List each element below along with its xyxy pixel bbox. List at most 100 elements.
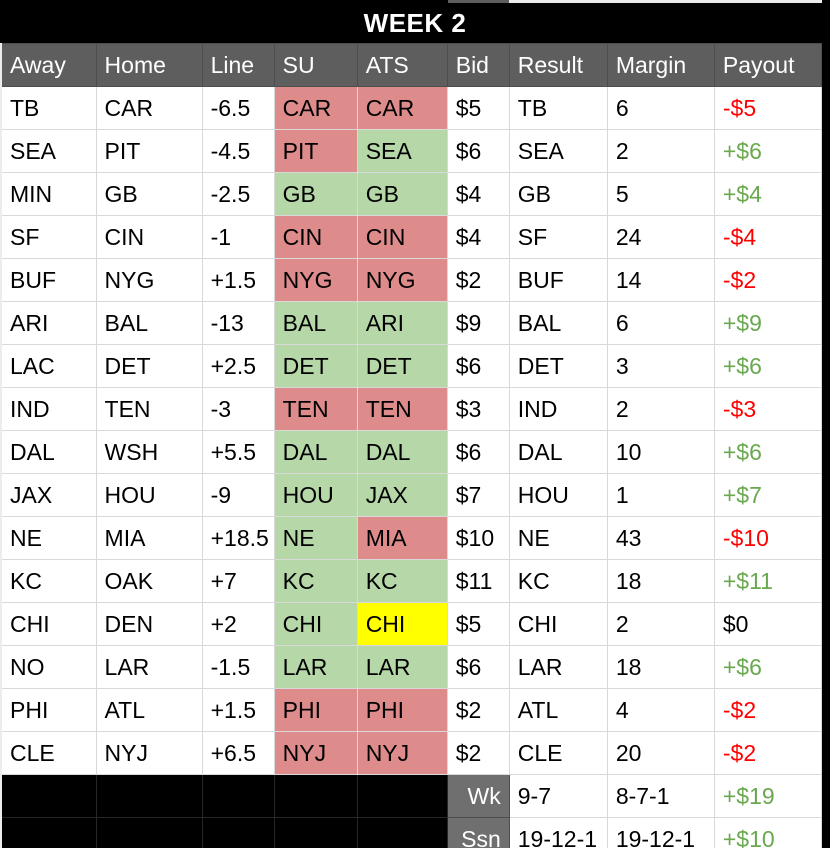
- col-header-bid[interactable]: Bid: [446, 43, 510, 87]
- cell-away[interactable]: TB: [0, 86, 97, 130]
- week-title-banner[interactable]: WEEK 2: [0, 3, 830, 43]
- cell-line[interactable]: -4.5: [201, 129, 275, 173]
- cell-summary-result[interactable]: 9-7: [508, 774, 608, 818]
- cell-line[interactable]: -1: [201, 215, 275, 259]
- cell-line[interactable]: +5.5: [201, 430, 275, 474]
- cell-payout[interactable]: -$2: [713, 688, 823, 732]
- cell-summary-margin[interactable]: 8-7-1: [606, 774, 715, 818]
- cell-su[interactable]: GB: [273, 172, 358, 216]
- cell-home[interactable]: NYG: [95, 258, 203, 302]
- cell-payout[interactable]: +$11: [713, 559, 823, 603]
- cell-payout[interactable]: -$4: [713, 215, 823, 259]
- cell-result[interactable]: NE: [508, 516, 608, 560]
- cell-result[interactable]: DET: [508, 344, 608, 388]
- cell-su[interactable]: DET: [273, 344, 358, 388]
- cell-payout[interactable]: $0: [713, 602, 823, 646]
- cell-margin[interactable]: 10: [606, 430, 715, 474]
- cell-su[interactable]: TEN: [273, 387, 358, 431]
- cell-bid[interactable]: $5: [446, 86, 510, 130]
- cell-away[interactable]: ARI: [0, 301, 97, 345]
- cell-bid[interactable]: $10: [446, 516, 510, 560]
- cell-bid[interactable]: $2: [446, 258, 510, 302]
- cell-bid[interactable]: $11: [446, 559, 510, 603]
- cell-su[interactable]: HOU: [273, 473, 358, 517]
- cell-away[interactable]: BUF: [0, 258, 97, 302]
- cell-ats[interactable]: DET: [356, 344, 448, 388]
- cell-ats[interactable]: CHI: [356, 602, 448, 646]
- cell-ats[interactable]: NYJ: [356, 731, 448, 775]
- cell-away[interactable]: JAX: [0, 473, 97, 517]
- cell-home[interactable]: CIN: [95, 215, 203, 259]
- cell-payout[interactable]: -$3: [713, 387, 823, 431]
- cell-home[interactable]: OAK: [95, 559, 203, 603]
- cell-result[interactable]: TB: [508, 86, 608, 130]
- cell-home[interactable]: PIT: [95, 129, 203, 173]
- cell-ats[interactable]: SEA: [356, 129, 448, 173]
- cell-margin[interactable]: 3: [606, 344, 715, 388]
- cell-bid[interactable]: $2: [446, 731, 510, 775]
- cell-line[interactable]: -2.5: [201, 172, 275, 216]
- cell-line[interactable]: -9: [201, 473, 275, 517]
- cell-bid[interactable]: $6: [446, 645, 510, 689]
- cell-away[interactable]: KC: [0, 559, 97, 603]
- cell-ats[interactable]: CAR: [356, 86, 448, 130]
- cell-result[interactable]: LAR: [508, 645, 608, 689]
- cell-result[interactable]: SEA: [508, 129, 608, 173]
- cell-bid[interactable]: $9: [446, 301, 510, 345]
- col-header-result[interactable]: Result: [508, 43, 608, 87]
- cell-away[interactable]: LAC: [0, 344, 97, 388]
- col-header-payout[interactable]: Payout: [713, 43, 823, 87]
- cell-payout[interactable]: +$9: [713, 301, 823, 345]
- cell-home[interactable]: NYJ: [95, 731, 203, 775]
- cell-home[interactable]: BAL: [95, 301, 203, 345]
- cell-su[interactable]: PIT: [273, 129, 358, 173]
- cell-line[interactable]: +1.5: [201, 258, 275, 302]
- cell-bid[interactable]: $3: [446, 387, 510, 431]
- cell-home[interactable]: DEN: [95, 602, 203, 646]
- cell-ats[interactable]: MIA: [356, 516, 448, 560]
- cell-result[interactable]: CHI: [508, 602, 608, 646]
- cell-bid[interactable]: $6: [446, 430, 510, 474]
- cell-home[interactable]: TEN: [95, 387, 203, 431]
- cell-margin[interactable]: 18: [606, 559, 715, 603]
- cell-home[interactable]: LAR: [95, 645, 203, 689]
- cell-away[interactable]: NE: [0, 516, 97, 560]
- cell-payout[interactable]: +$6: [713, 430, 823, 474]
- cell-bid[interactable]: $6: [446, 129, 510, 173]
- cell-away[interactable]: PHI: [0, 688, 97, 732]
- cell-summary-margin[interactable]: 19-12-1: [606, 817, 715, 848]
- cell-result[interactable]: IND: [508, 387, 608, 431]
- cell-payout[interactable]: -$2: [713, 731, 823, 775]
- cell-away[interactable]: CHI: [0, 602, 97, 646]
- cell-bid[interactable]: $5: [446, 602, 510, 646]
- cell-home[interactable]: DET: [95, 344, 203, 388]
- cell-su[interactable]: DAL: [273, 430, 358, 474]
- cell-result[interactable]: BAL: [508, 301, 608, 345]
- cell-away[interactable]: DAL: [0, 430, 97, 474]
- cell-line[interactable]: -3: [201, 387, 275, 431]
- cell-margin[interactable]: 2: [606, 602, 715, 646]
- cell-margin[interactable]: 6: [606, 86, 715, 130]
- cell-margin[interactable]: 6: [606, 301, 715, 345]
- cell-ats[interactable]: GB: [356, 172, 448, 216]
- cell-ats[interactable]: LAR: [356, 645, 448, 689]
- cell-margin[interactable]: 20: [606, 731, 715, 775]
- col-header-home[interactable]: Home: [95, 43, 203, 87]
- cell-line[interactable]: -1.5: [201, 645, 275, 689]
- cell-home[interactable]: GB: [95, 172, 203, 216]
- cell-ats[interactable]: DAL: [356, 430, 448, 474]
- cell-payout[interactable]: +$7: [713, 473, 823, 517]
- cell-home[interactable]: CAR: [95, 86, 203, 130]
- cell-margin[interactable]: 18: [606, 645, 715, 689]
- cell-payout[interactable]: -$10: [713, 516, 823, 560]
- cell-result[interactable]: ATL: [508, 688, 608, 732]
- cell-home[interactable]: MIA: [95, 516, 203, 560]
- cell-bid[interactable]: $4: [446, 172, 510, 216]
- cell-payout[interactable]: +$4: [713, 172, 823, 216]
- cell-away[interactable]: SF: [0, 215, 97, 259]
- cell-margin[interactable]: 14: [606, 258, 715, 302]
- cell-result[interactable]: HOU: [508, 473, 608, 517]
- cell-payout[interactable]: -$2: [713, 258, 823, 302]
- cell-result[interactable]: BUF: [508, 258, 608, 302]
- cell-ats[interactable]: CIN: [356, 215, 448, 259]
